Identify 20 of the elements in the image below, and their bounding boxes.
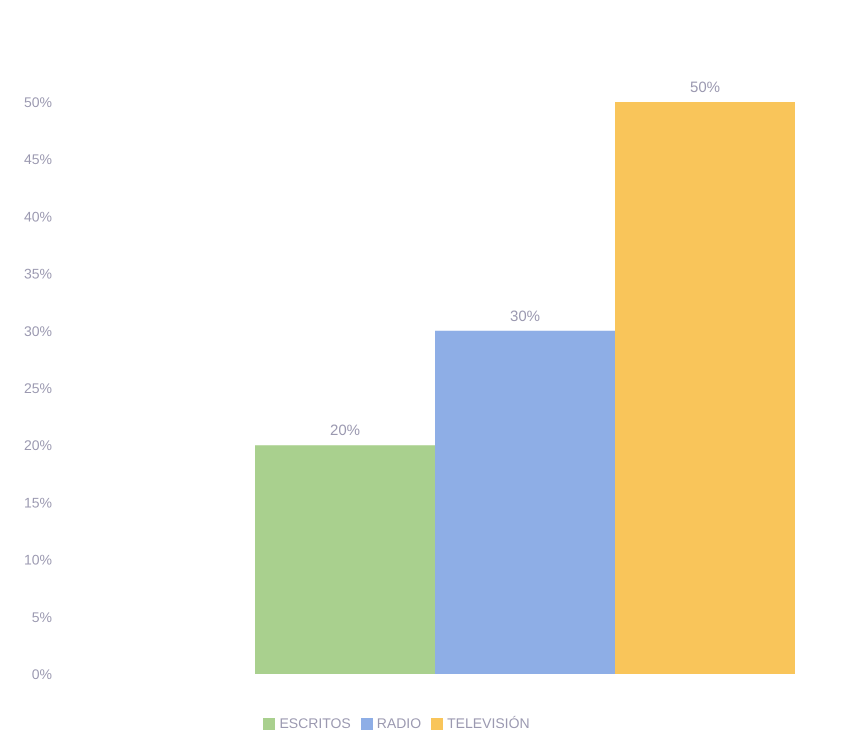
y-tick-label: 40% [24,208,52,224]
data-label: 30% [510,308,540,325]
bar [255,445,435,674]
bar [615,102,795,674]
y-tick-label: 35% [24,266,52,282]
y-tick-label: 0% [32,666,52,682]
y-tick-label: 45% [24,151,52,168]
legend-label: ESCRITOS [279,715,351,731]
y-tick-label: 10% [24,552,52,568]
legend-label: TELEVISIÓN [447,715,530,731]
bar [435,330,615,674]
data-label: 20% [330,422,360,440]
legend-label: RADIO [376,715,422,731]
y-tick-label: 30% [24,322,52,339]
y-tick-label: 5% [32,608,52,625]
y-tick-label: 20% [24,437,52,454]
y-tick-label: 25% [24,380,52,396]
y-tick-label: 15% [24,494,52,510]
y-tick-label: 50% [24,94,52,110]
data-label: 50% [690,79,720,96]
